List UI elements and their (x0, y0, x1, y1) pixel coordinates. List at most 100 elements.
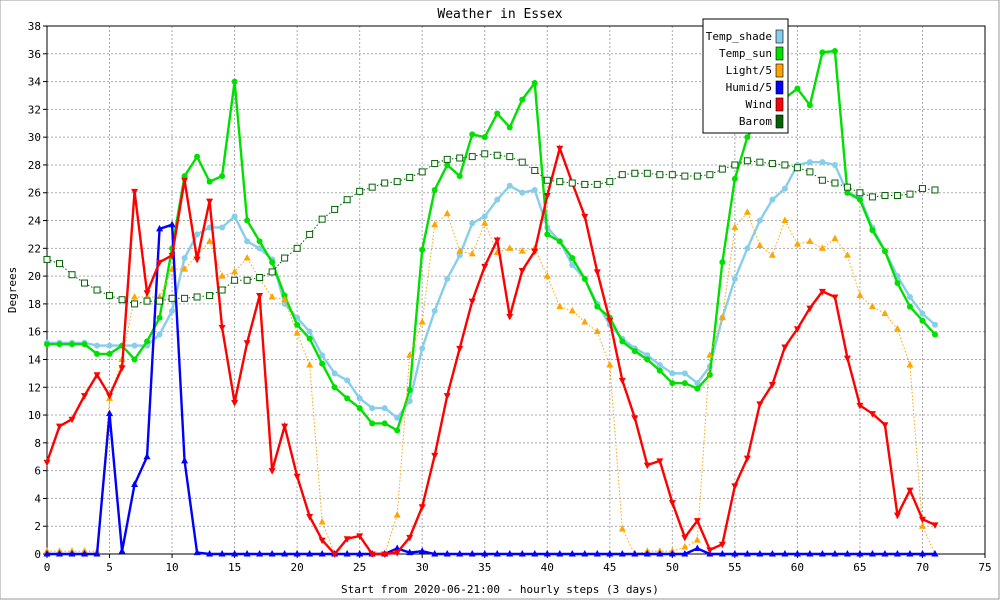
data-point-humid-5 (193, 548, 201, 556)
data-point-humid-5 (843, 550, 851, 557)
series-line-light-5 (47, 211, 936, 555)
data-point-wind (831, 294, 839, 301)
data-point-barom (518, 158, 526, 166)
data-point-wind (768, 381, 776, 389)
data-point-wind (731, 483, 739, 490)
data-point-temp-sun (269, 259, 276, 266)
data-point-wind (131, 188, 139, 196)
data-point-temp-shade (469, 220, 476, 227)
data-point-wind (443, 393, 451, 400)
data-point-temp-sun (44, 341, 50, 348)
data-point-humid-5 (93, 550, 101, 557)
data-point-temp-sun (731, 175, 738, 182)
data-point-light-5 (856, 291, 864, 299)
data-point-humid-5 (893, 550, 901, 557)
data-point-temp-shade (306, 328, 313, 335)
series-temp-sun (44, 48, 938, 434)
data-point-barom (393, 178, 401, 186)
data-point-temp-sun (919, 317, 926, 324)
legend-label-temp-shade: Temp_shade (706, 30, 772, 43)
y-tick-label: 8 (34, 437, 41, 450)
legend-swatch-temp-sun (775, 46, 784, 61)
data-point-humid-5 (531, 550, 539, 557)
data-point-humid-5 (868, 550, 876, 557)
data-point-wind (793, 326, 801, 333)
data-point-wind (431, 452, 439, 460)
data-point-temp-sun (906, 303, 913, 310)
data-point-wind (343, 536, 351, 543)
data-point-temp-shade (494, 196, 501, 203)
x-tick-label: 0 (44, 561, 51, 574)
data-point-temp-sun (56, 341, 63, 348)
data-point-humid-5 (206, 550, 214, 557)
data-point-barom (556, 178, 564, 186)
data-point-barom (568, 179, 576, 187)
data-point-temp-sun (144, 338, 151, 345)
data-point-barom (856, 189, 864, 197)
data-point-temp-sun (156, 314, 163, 321)
series-wind (43, 144, 939, 558)
data-point-light-5 (918, 522, 926, 529)
data-point-wind (881, 422, 889, 429)
y-tick-label: 6 (34, 465, 41, 478)
data-point-wind (781, 344, 789, 351)
data-point-wind (43, 459, 51, 467)
data-point-wind (143, 290, 151, 297)
x-tick-label: 65 (853, 561, 866, 574)
data-point-barom (906, 190, 914, 198)
data-point-wind (93, 372, 101, 379)
data-point-temp-sun (806, 102, 813, 109)
data-point-barom (268, 268, 276, 276)
data-point-light-5 (518, 247, 526, 254)
data-point-temp-sun (619, 338, 626, 345)
data-point-temp-shade (419, 345, 426, 352)
data-point-humid-5 (281, 550, 289, 557)
data-point-wind (281, 423, 289, 431)
data-point-wind (56, 423, 64, 431)
data-point-light-5 (443, 209, 451, 217)
data-point-light-5 (568, 306, 576, 314)
data-point-wind (106, 393, 114, 400)
data-point-humid-5 (656, 550, 664, 557)
y-tick-label: 18 (28, 298, 41, 311)
data-point-wind (268, 468, 276, 475)
data-point-humid-5 (518, 550, 526, 557)
data-point-temp-sun (481, 134, 488, 141)
data-point-barom (793, 164, 801, 172)
data-point-wind (931, 522, 939, 529)
data-point-temp-sun (331, 384, 338, 391)
data-point-barom (618, 171, 626, 179)
data-point-wind (631, 415, 639, 422)
data-point-barom (631, 169, 639, 177)
data-point-wind (356, 533, 364, 540)
data-point-barom (743, 157, 751, 165)
data-point-temp-shade (906, 293, 913, 300)
data-point-wind (293, 473, 301, 481)
data-point-light-5 (806, 237, 814, 244)
data-point-barom (868, 193, 876, 201)
data-point-wind (206, 198, 214, 206)
data-point-temp-sun (531, 79, 538, 86)
data-point-barom (681, 172, 689, 180)
data-point-humid-5 (906, 550, 914, 557)
data-point-wind (493, 237, 501, 244)
data-point-temp-sun (181, 173, 188, 180)
data-point-barom (706, 171, 714, 179)
y-tick-label: 36 (28, 48, 41, 61)
data-point-light-5 (743, 208, 751, 215)
data-point-light-5 (818, 244, 826, 251)
data-point-barom (843, 183, 851, 191)
data-point-humid-5 (756, 550, 764, 557)
data-point-humid-5 (256, 550, 264, 557)
data-point-humid-5 (118, 547, 126, 554)
data-point-barom (306, 230, 314, 238)
data-point-humid-5 (431, 550, 439, 557)
legend-swatch-wind (775, 97, 784, 112)
data-point-temp-shade (231, 213, 238, 220)
data-point-barom (368, 183, 376, 191)
data-point-temp-shade (106, 342, 113, 349)
y-tick-label: 26 (28, 187, 41, 200)
legend-swatch-light-5 (775, 63, 784, 78)
